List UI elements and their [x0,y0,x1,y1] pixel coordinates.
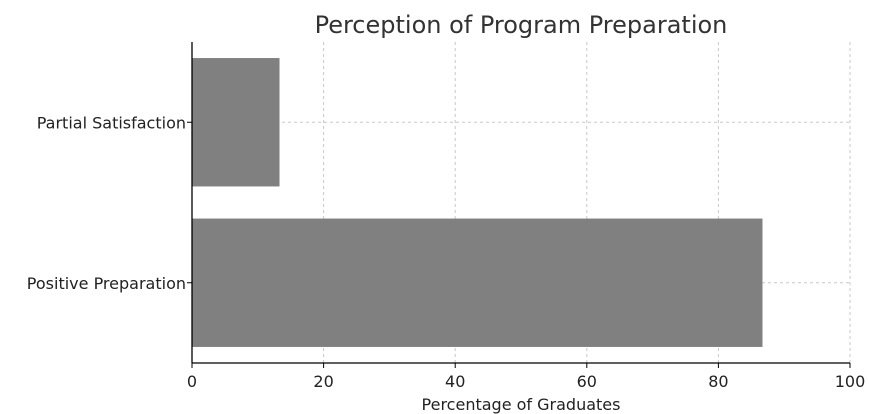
axes-layer [191,42,850,364]
chart-title: Perception of Program Preparation [315,11,728,39]
x-tick-label: 40 [445,372,465,391]
bar-positive-preparation [192,218,763,347]
bars-layer [192,58,763,347]
x-tick-label: 0 [187,372,197,391]
x-tick-label: 20 [313,372,333,391]
x-tick-label: 80 [708,372,728,391]
x-axis-label: Percentage of Graduates [422,395,621,414]
x-tick-label: 60 [577,372,597,391]
x-tick-label: 100 [835,372,866,391]
x-ticks: 0 20 40 60 80 100 [187,363,865,391]
y-ticks: Positive Preparation Partial Satisfaction [27,113,192,293]
y-tick-label: Positive Preparation [27,274,186,293]
bar-partial-satisfaction [192,58,280,187]
y-tick-label: Partial Satisfaction [37,113,186,132]
